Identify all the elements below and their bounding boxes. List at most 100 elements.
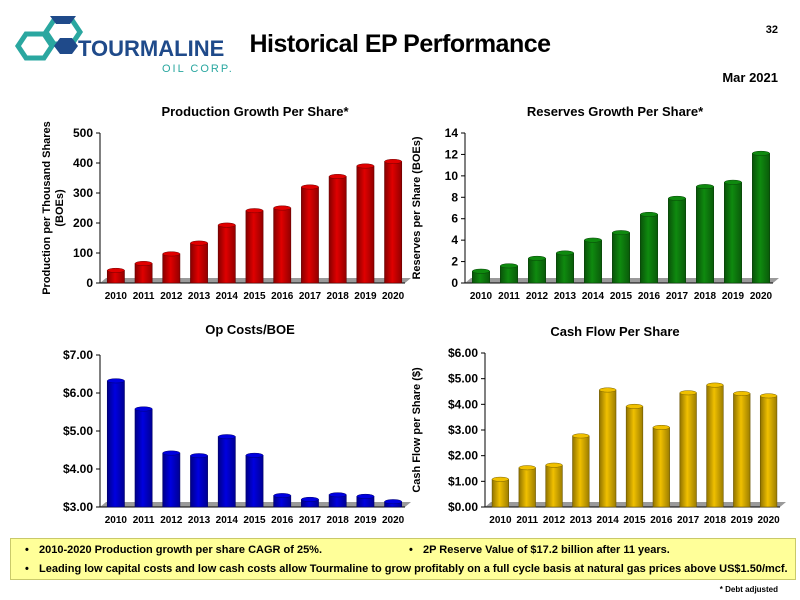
bar-cap [190,240,208,246]
bar-reserves-2019 [724,181,742,284]
bar-reserves-2013 [556,252,574,284]
x-tick-label: 2017 [666,291,689,302]
bar-cap [356,493,375,499]
y-tick-label: 14 [445,126,459,140]
slide-title: Historical EP Performance [249,30,551,58]
bar-cap [245,452,264,458]
y-tick-label: $5.00 [63,424,93,438]
bar-production-2018 [328,176,347,284]
bar-cap [500,263,518,269]
x-tick-label: 2014 [597,515,620,526]
y-tick-label: 100 [73,246,93,260]
logo-name: TOURMALINE [78,36,224,61]
bar-cap [328,492,347,498]
bar-cap [556,250,574,256]
bar-production-2016 [273,207,292,284]
note-text: 2P Reserve Value of $17.2 billion after … [423,544,670,556]
bar-cap [162,450,181,456]
bar-cap [217,434,236,440]
x-tick-label: 2015 [243,291,266,302]
y-tick-label: $2.00 [448,449,478,463]
bar-cap [572,433,590,439]
bar-cashflow-2011 [518,467,536,508]
y-axis-label: (BOEs) [54,189,66,227]
bar-reserves-2016 [640,214,658,284]
date-label: Mar 2021 [722,70,778,85]
y-tick-label: 10 [445,169,459,183]
x-tick-label: 2015 [610,291,633,302]
x-tick-label: 2016 [638,291,661,302]
x-tick-label: 2010 [470,291,493,302]
bar-cashflow-2014 [599,389,617,508]
note-item: • 2P Reserve Value of $17.2 billion after… [409,544,670,556]
x-tick-label: 2012 [160,291,183,302]
note-text: 2010-2020 Production growth per share CA… [39,544,323,556]
bar-cap [599,387,617,393]
bar-cap [518,465,536,471]
bar-opcosts-2014 [217,436,236,508]
x-tick-label: 2020 [750,291,773,302]
bar-cap [679,390,697,396]
bar-production-2013 [190,242,208,284]
page-number: 32 [765,24,778,36]
bar-cap [301,184,319,190]
bar-cap [640,211,658,217]
y-tick-label: $5.00 [448,372,478,386]
bar-reserves-2015 [612,232,630,284]
bar-cap [107,267,125,273]
bar-cap [696,184,714,190]
bar-opcosts-2011 [134,408,153,508]
x-tick-label: 2019 [354,291,377,302]
bar-opcosts-2015 [245,455,264,508]
y-axis-label: Reserves per Share (BOEs) [411,136,423,279]
bar-cap [472,268,490,274]
y-tick-label: $0.00 [448,500,478,514]
bar-cap [724,179,742,185]
x-tick-label: 2013 [570,515,593,526]
logo-sub: OIL CORP. [162,63,234,75]
x-tick-label: 2016 [271,515,294,526]
bar-cap [584,237,602,243]
x-tick-label: 2017 [299,515,322,526]
y-tick-label: 0 [86,276,93,290]
bar-cap [134,406,153,412]
x-tick-label: 2020 [757,515,780,526]
y-tick-label: 4 [451,233,458,247]
bar-cashflow-2019 [733,393,751,508]
bar-opcosts-2012 [162,452,181,508]
bar-cap [752,150,770,156]
x-tick-label: 2016 [650,515,673,526]
x-tick-label: 2019 [731,515,754,526]
bar-opcosts-2013 [190,455,208,508]
bar-opcosts-2010 [106,380,125,508]
bar-cap [668,195,686,201]
bar-cap [134,261,153,266]
bar-cap [733,391,751,397]
bar-cap [328,174,347,179]
bar-reserves-2018 [696,186,714,284]
bar-cap [652,424,670,430]
bar-cap [162,251,181,257]
y-tick-label: 300 [73,186,93,200]
x-tick-label: 2010 [489,515,512,526]
bar-cap [384,499,402,505]
bar-cap [107,378,125,384]
x-tick-label: 2012 [526,291,549,302]
bar-cap [491,476,509,482]
bar-cap [384,159,402,164]
y-tick-label: $6.00 [448,346,478,360]
bar-reserves-2012 [528,258,546,284]
x-tick-label: 2017 [299,291,322,302]
bar-cashflow-2018 [706,384,724,508]
y-tick-label: $4.00 [448,397,478,411]
x-tick-label: 2013 [188,291,211,302]
x-tick-label: 2015 [623,515,646,526]
bar-cap [760,393,778,399]
chart-title-opcosts: Op Costs/BOE [205,322,295,337]
y-tick-label: $6.00 [63,386,93,400]
bar-production-2019 [356,165,375,284]
x-tick-label: 2014 [216,515,239,526]
y-tick-label: 2 [451,255,458,269]
bar-production-2015 [245,210,264,284]
bar-cashflow-2010 [491,478,510,508]
